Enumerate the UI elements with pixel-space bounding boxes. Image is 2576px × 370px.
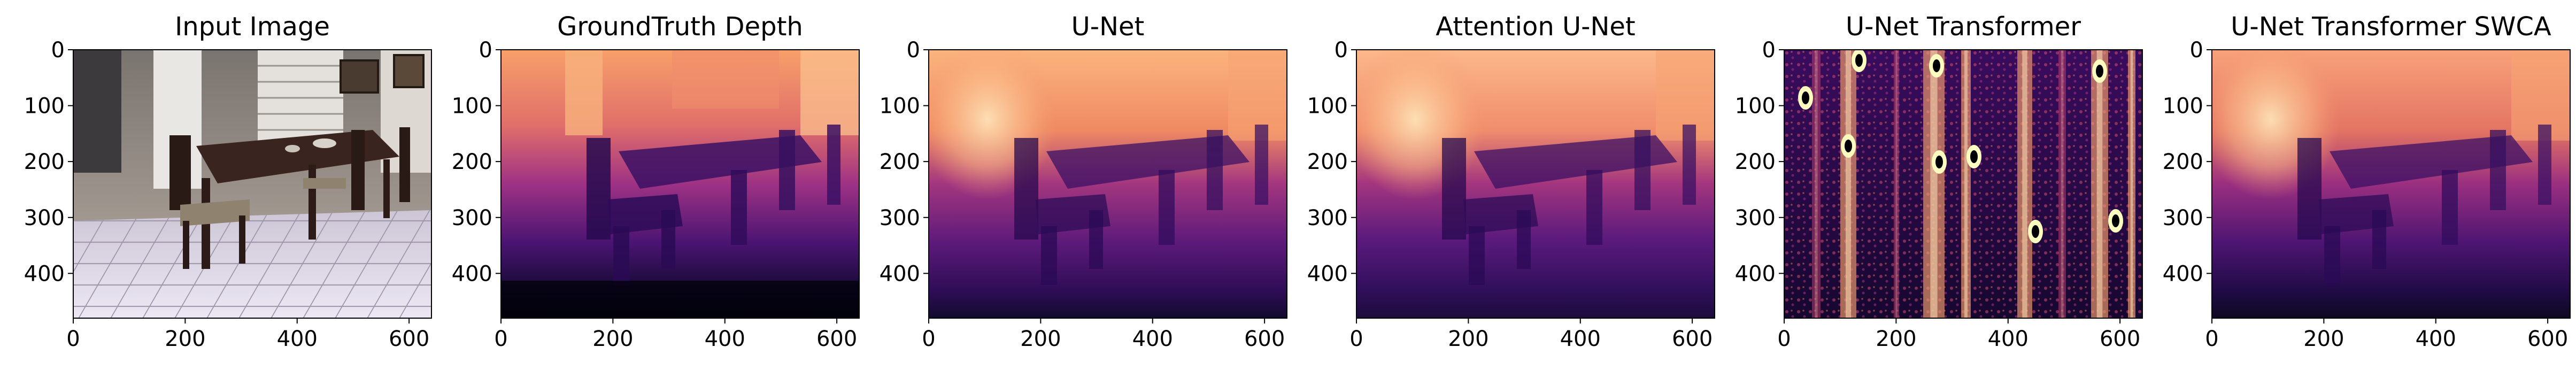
x-tick-label: 400	[1988, 327, 2029, 351]
x-tick-label: 600	[2527, 327, 2568, 351]
y-tick-label: 400	[24, 261, 65, 286]
y-tick-label: 400	[1307, 261, 1348, 286]
x-tick-label: 200	[592, 327, 633, 351]
y-tick-label: 200	[452, 150, 492, 174]
y-tick-label: 100	[880, 94, 920, 119]
y-tick-label: 400	[452, 261, 492, 286]
x-tick-label: 400	[1132, 327, 1173, 351]
panel-unet-transformer: U-Net Transformer 0 200 400 600 0 100 200 300 400	[1735, 12, 2143, 351]
x-tick-label: 0	[1349, 327, 1363, 351]
y-tick-label: 0	[1762, 38, 1776, 63]
panel-title: Attention U-Net	[1436, 12, 1636, 42]
y-tick-label: 300	[1307, 206, 1348, 230]
y-tick-label: 100	[2163, 94, 2203, 119]
x-tick-label: 0	[1777, 327, 1791, 351]
y-tick-label: 100	[24, 94, 65, 119]
x-tick-label: 600	[2100, 327, 2140, 351]
panel-gt: GroundTruth Depth 0 200 400 600 0 100 200 300 400	[452, 12, 860, 351]
x-tick-label: 400	[705, 327, 745, 351]
input-photo	[73, 50, 431, 318]
x-tick-label: 0	[922, 327, 935, 351]
depth-map-image	[1356, 50, 1715, 318]
y-tick-label: 400	[2163, 261, 2203, 286]
y-tick-label: 300	[880, 206, 920, 230]
y-tick-label: 400	[880, 261, 920, 286]
y-tick-label: 300	[2163, 206, 2203, 230]
y-tick-label: 0	[2190, 38, 2203, 63]
x-tick-label: 200	[2303, 327, 2344, 351]
x-tick-label: 400	[2416, 327, 2456, 351]
axes-frame	[1356, 49, 1715, 319]
y-tick-label: 0	[907, 38, 920, 63]
y-tick-label: 200	[24, 150, 65, 174]
depth-map-image	[501, 50, 859, 318]
panel-title: Input Image	[175, 12, 330, 42]
panel-title: U-Net	[1071, 12, 1145, 42]
panel-unet-transformer-swca: U-Net Transformer SWCA 0 200 400 600 0 100 200 3…	[2163, 12, 2571, 351]
x-tick-label: 200	[1020, 327, 1061, 351]
x-tick-label: 200	[1448, 327, 1488, 351]
panel-title: U-Net Transformer SWCA	[2231, 12, 2551, 42]
y-tick-label: 300	[24, 206, 65, 230]
y-tick-label: 200	[1735, 150, 1776, 174]
depth-map-image	[929, 50, 1287, 318]
axes-frame	[2211, 49, 2571, 319]
y-tick-label: 400	[1735, 261, 1776, 286]
y-tick-label: 100	[1735, 94, 1776, 119]
x-tick-label: 200	[165, 327, 205, 351]
y-tick-label: 100	[452, 94, 492, 119]
x-tick-label: 600	[816, 327, 857, 351]
panel-title: GroundTruth Depth	[557, 12, 803, 42]
x-tick-label: 0	[66, 327, 80, 351]
panel-title: U-Net Transformer	[1846, 12, 2081, 42]
y-tick-label: 0	[1335, 38, 1348, 63]
y-tick-label: 100	[1307, 94, 1348, 119]
y-tick-label: 200	[880, 150, 920, 174]
x-tick-label: 0	[2205, 327, 2218, 351]
x-tick-label: 600	[1244, 327, 1285, 351]
y-tick-label: 200	[1307, 150, 1348, 174]
y-tick-label: 0	[51, 38, 65, 63]
y-tick-label: 300	[452, 206, 492, 230]
panel-unet: U-Net 0 200 400 600 0 100 200 300 400	[880, 12, 1287, 351]
x-tick-label: 600	[389, 327, 429, 351]
x-tick-label: 0	[494, 327, 507, 351]
x-tick-label: 200	[1876, 327, 1916, 351]
panel-input: Input Image 0 200 400 600 0 100 200 300 400	[24, 12, 432, 351]
axes-frame	[928, 49, 1287, 319]
y-tick-label: 0	[479, 38, 492, 63]
panel-att-unet: Attention U-Net 0 200 400 600 0 100 200 300 400	[1307, 12, 1715, 351]
y-tick-label: 200	[2163, 150, 2203, 174]
x-tick-label: 400	[1560, 327, 1601, 351]
axes-frame	[1784, 49, 2143, 319]
axes-frame	[500, 49, 860, 319]
axes-frame	[73, 49, 432, 319]
x-tick-label: 400	[277, 327, 318, 351]
x-tick-label: 600	[1672, 327, 1713, 351]
depth-map-image	[1784, 50, 2142, 318]
depth-map-image	[2212, 50, 2570, 318]
y-tick-label: 300	[1735, 206, 1776, 230]
